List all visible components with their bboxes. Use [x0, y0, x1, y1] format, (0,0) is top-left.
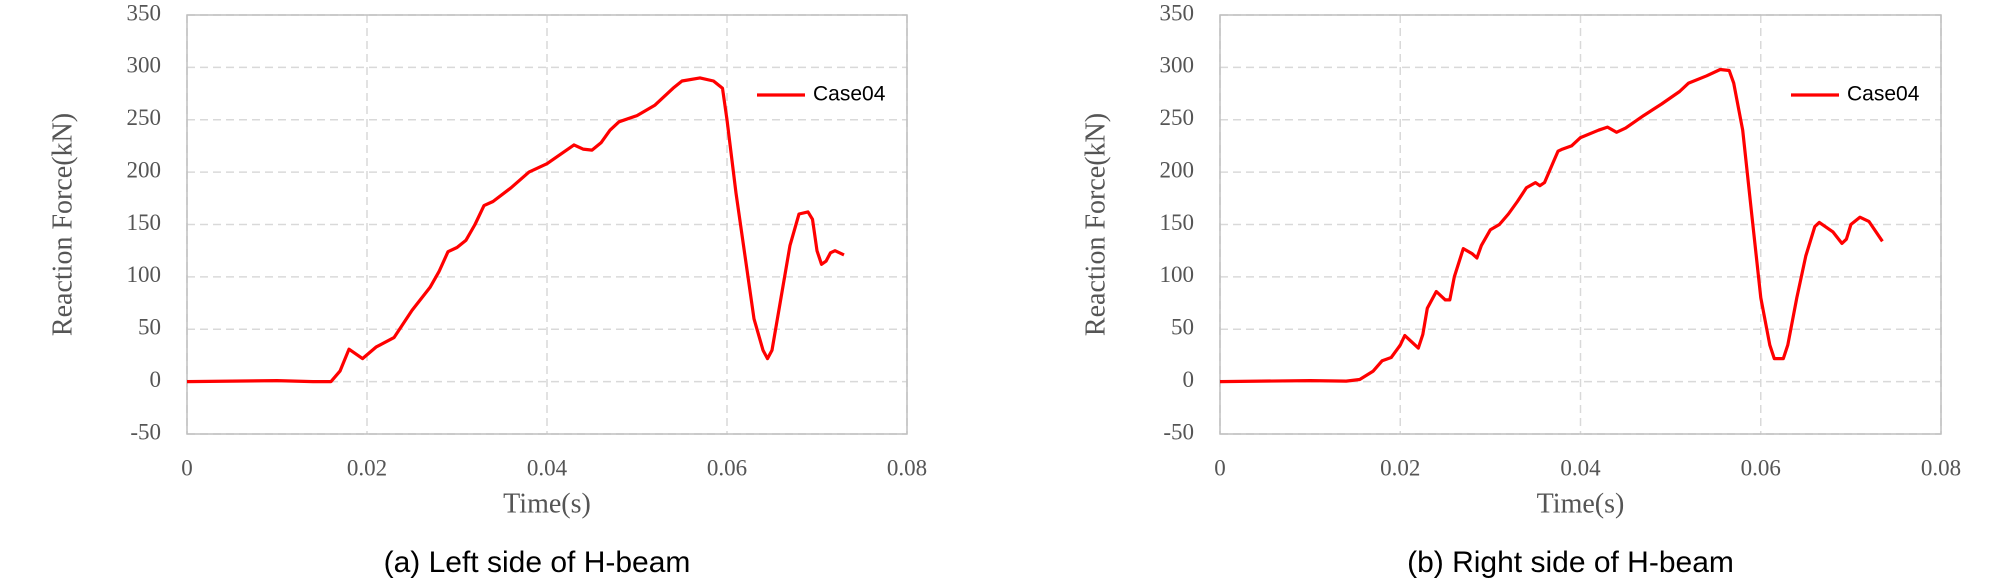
x-tick-label: 0.04 [527, 455, 568, 480]
y-tick-label: 200 [1160, 157, 1195, 182]
y-tick-label: 200 [127, 157, 162, 182]
y-tick-label: 250 [1160, 105, 1195, 130]
y-tick-label: 350 [127, 0, 162, 25]
y-tick-label: 100 [1160, 262, 1195, 287]
y-tick-label: 50 [138, 315, 161, 340]
y-tick-label: 100 [127, 262, 162, 287]
x-tick-label: 0.08 [887, 455, 927, 480]
caption: (b) Right side of H-beam [1407, 546, 1734, 579]
x-tick-label: 0.02 [347, 455, 387, 480]
y-tick-label: 300 [1160, 53, 1195, 78]
y-tick-label: 250 [127, 105, 162, 130]
y-tick-label: 350 [1160, 0, 1195, 25]
x-tick-label: 0.08 [1921, 455, 1961, 480]
x-tick-label: 0 [181, 455, 193, 480]
x-axis-label: Time(s) [503, 488, 591, 519]
legend-label: Case04 [813, 83, 886, 106]
x-tick-label: 0.04 [1560, 455, 1601, 480]
y-axis-label: Reaction Force(kN) [47, 113, 78, 336]
x-tick-label: 0.02 [1380, 455, 1420, 480]
y-axis-label: Reaction Force(kN) [1080, 113, 1111, 336]
y-tick-label: 50 [1171, 315, 1194, 340]
caption: (a) Left side of H-beam [384, 546, 691, 579]
y-tick-label: 300 [127, 53, 162, 78]
y-tick-label: 0 [150, 367, 162, 392]
plot-frame [186, 14, 908, 435]
data-line [1219, 67, 1884, 384]
y-tick-label: -50 [1163, 419, 1194, 444]
y-tick-label: 150 [1160, 210, 1195, 235]
data-line [186, 76, 845, 384]
y-tick-label: -50 [130, 419, 161, 444]
x-tick-label: 0.06 [707, 455, 747, 480]
y-tick-label: 150 [127, 210, 162, 235]
legend-label: Case04 [1847, 83, 1920, 106]
x-tick-label: 0.06 [1741, 455, 1781, 480]
plot-frame [1219, 14, 1942, 435]
x-axis-label: Time(s) [1537, 488, 1625, 519]
y-tick-label: 0 [1183, 367, 1195, 392]
x-tick-label: 0 [1214, 455, 1226, 480]
